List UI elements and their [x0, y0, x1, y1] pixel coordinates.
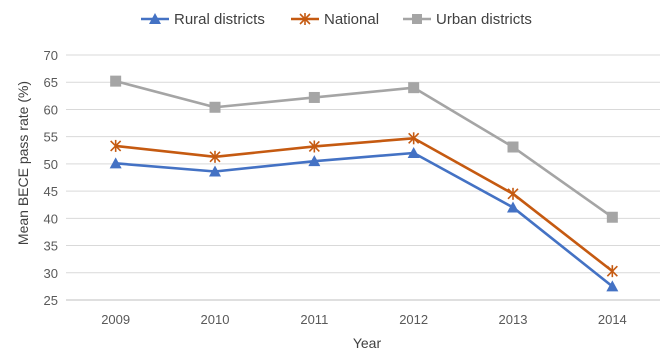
- gridlines: [66, 54, 660, 301]
- y-axis-title: Mean BECE pass rate (%): [15, 81, 31, 245]
- x-tick-label-2014: 2014: [598, 312, 627, 327]
- x-tick-label-2012: 2012: [399, 312, 428, 327]
- series-asterisk: [110, 132, 618, 278]
- legend-label-rural: Rural districts: [174, 10, 265, 28]
- x-tick-label-2010: 2010: [201, 312, 230, 327]
- series-square: [110, 75, 618, 223]
- y-tick-label-55: 55: [44, 130, 58, 145]
- legend-item-rural: Rural districts: [140, 8, 265, 30]
- x-tick-label-2013: 2013: [499, 312, 528, 327]
- data-point-2-5: [606, 211, 618, 223]
- legend: Rural districts National Urban districts: [0, 8, 662, 30]
- data-point-1-3: [408, 132, 420, 145]
- data-point-1-4: [507, 187, 519, 200]
- legend-label-national: National: [324, 10, 380, 28]
- data-point-0-1: [209, 165, 221, 177]
- data-point-0-2: [308, 155, 321, 167]
- data-point-0-3: [407, 147, 420, 158]
- legend-item-national: National: [290, 8, 379, 30]
- y-tick-label-35: 35: [44, 239, 58, 254]
- y-tick-label-40: 40: [44, 211, 58, 226]
- y-tick-labels: 25 30 35 40 45 50 55 60 65 70: [44, 48, 58, 308]
- series-line-0: [115, 151, 614, 288]
- legend-item-urban: Urban districts: [402, 8, 532, 30]
- data-point-2-1: [209, 101, 221, 113]
- y-tick-label-60: 60: [44, 102, 58, 117]
- data-point-0-4: [507, 201, 519, 213]
- data-point-0-0: [109, 157, 122, 169]
- y-tick-label-45: 45: [44, 184, 58, 199]
- series-triangle: [109, 147, 619, 292]
- data-point-2-3: [408, 82, 420, 94]
- legend-swatch-national: [291, 13, 319, 25]
- data-point-2-4: [507, 141, 519, 153]
- x-axis-title: Year: [353, 335, 382, 351]
- data-point-2-0: [110, 75, 122, 87]
- x-tick-label-2009: 2009: [101, 312, 130, 327]
- data-point-1-2: [308, 140, 320, 153]
- y-tick-label-65: 65: [44, 75, 58, 90]
- y-tick-label-50: 50: [44, 157, 58, 172]
- series-group: [109, 75, 619, 292]
- legend-swatch-rural: [141, 13, 169, 24]
- legend-swatch-urban: [403, 14, 431, 24]
- x-tick-label-2011: 2011: [300, 312, 328, 327]
- data-point-2-2: [308, 91, 320, 103]
- data-point-1-5: [606, 265, 618, 278]
- data-point-1-0: [110, 139, 122, 152]
- y-tick-label-30: 30: [44, 266, 58, 281]
- data-point-0-5: [606, 280, 619, 292]
- legend-label-urban: Urban districts: [436, 10, 532, 28]
- x-tick-labels: 2009 2010 2011 2012 2013 2014: [101, 312, 627, 327]
- y-tick-label-70: 70: [44, 48, 58, 63]
- y-tick-label-25: 25: [44, 293, 58, 308]
- data-point-1-1: [209, 150, 221, 163]
- series-line-2: [115, 79, 614, 219]
- series-line-1: [115, 137, 614, 273]
